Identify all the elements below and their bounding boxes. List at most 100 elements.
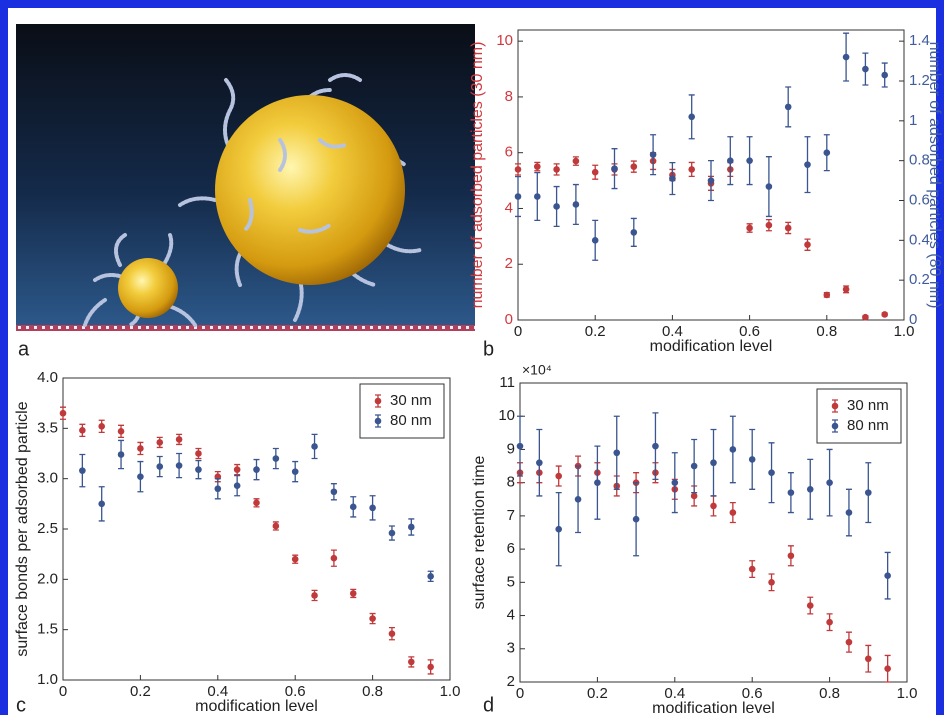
point — [195, 450, 202, 457]
y-axis-label: surface retention time — [471, 455, 488, 609]
y-tick-label: 8 — [507, 474, 515, 491]
y-tick-label: 6 — [505, 144, 513, 161]
point — [408, 524, 415, 531]
point — [710, 503, 717, 510]
panel-label: a — [18, 338, 30, 360]
axis-multiplier: ×10⁴ — [522, 362, 552, 378]
y-tick-label: 4.0 — [37, 369, 58, 386]
point — [749, 456, 756, 463]
point — [517, 443, 524, 450]
point — [785, 104, 792, 111]
point — [766, 183, 773, 190]
y-axis-label: surface bonds per adsorbed particle — [14, 401, 31, 656]
point — [865, 655, 872, 662]
point — [594, 479, 601, 486]
y-tick-label: 10 — [498, 407, 515, 424]
point — [881, 311, 888, 318]
y2-tick-label: 1 — [909, 112, 917, 129]
point — [573, 201, 580, 208]
point — [137, 445, 144, 452]
series — [60, 407, 434, 674]
panel-label: b — [483, 338, 494, 360]
x-tick-label: 1.0 — [440, 683, 461, 700]
point — [534, 163, 541, 170]
point — [427, 664, 434, 671]
y2-axis-label: number of adsorbed particles (80 nm) — [926, 42, 943, 309]
x-tick-label: 0.2 — [130, 683, 151, 700]
point — [862, 66, 869, 73]
legend-marker — [375, 398, 382, 405]
point — [515, 166, 522, 173]
y-tick-label: 4 — [505, 199, 513, 216]
point — [60, 410, 67, 417]
point — [253, 500, 260, 507]
point — [826, 619, 833, 626]
point — [515, 193, 522, 200]
point — [768, 469, 775, 476]
y-tick-label: 4 — [507, 607, 515, 624]
point — [865, 489, 872, 496]
point — [633, 516, 640, 523]
point — [846, 509, 853, 516]
panel-label: d — [483, 694, 494, 715]
point — [573, 158, 580, 165]
point — [369, 505, 376, 512]
x-tick-label: 0.2 — [587, 685, 608, 702]
point — [156, 439, 163, 446]
point — [768, 579, 775, 586]
point — [215, 485, 222, 492]
point — [727, 157, 734, 164]
point — [691, 493, 698, 500]
point — [862, 314, 869, 321]
point — [592, 237, 599, 244]
point — [631, 163, 638, 170]
y-tick-label: 6 — [507, 540, 515, 557]
series — [79, 434, 434, 581]
point — [631, 229, 638, 236]
point — [79, 467, 86, 474]
point — [846, 639, 853, 646]
point — [555, 473, 562, 480]
point — [650, 151, 657, 158]
y-tick-label: 10 — [496, 32, 513, 49]
point — [156, 463, 163, 470]
y-tick-label: 2 — [505, 255, 513, 272]
point — [730, 446, 737, 453]
point — [253, 466, 260, 473]
point — [292, 468, 299, 475]
chart: 00.20.40.60.81.0024681000.20.40.60.811.2… — [469, 30, 943, 360]
y-tick-label: 8 — [505, 88, 513, 105]
point — [176, 462, 183, 469]
point — [611, 165, 618, 172]
point — [669, 175, 676, 182]
legend: 30 nm80 nm — [817, 389, 901, 443]
point — [746, 225, 753, 232]
point — [749, 566, 756, 573]
point — [553, 166, 560, 173]
point — [350, 590, 357, 597]
point — [98, 501, 105, 508]
legend: 30 nm80 nm — [360, 384, 444, 438]
x-tick-label: 0 — [59, 683, 67, 700]
point — [575, 496, 582, 503]
y-tick-label: 2 — [507, 673, 515, 690]
y-tick-label: 1.0 — [37, 671, 58, 688]
point — [804, 241, 811, 248]
point — [311, 592, 318, 599]
point — [691, 463, 698, 470]
point — [427, 573, 434, 580]
point — [234, 482, 241, 489]
series — [517, 456, 891, 682]
point — [311, 443, 318, 450]
point — [824, 149, 831, 156]
point — [785, 225, 792, 232]
point — [137, 473, 144, 480]
point — [708, 177, 715, 184]
y-tick-label: 7 — [507, 507, 515, 524]
y-axis-label: number of adsorbed particles (30 nm) — [469, 42, 486, 309]
legend-label: 80 nm — [847, 417, 889, 434]
point — [389, 630, 396, 637]
figure: a 00.20.40.60.81.0024681000.20.40.60.811… — [0, 0, 944, 715]
legend-label: 30 nm — [390, 392, 432, 409]
